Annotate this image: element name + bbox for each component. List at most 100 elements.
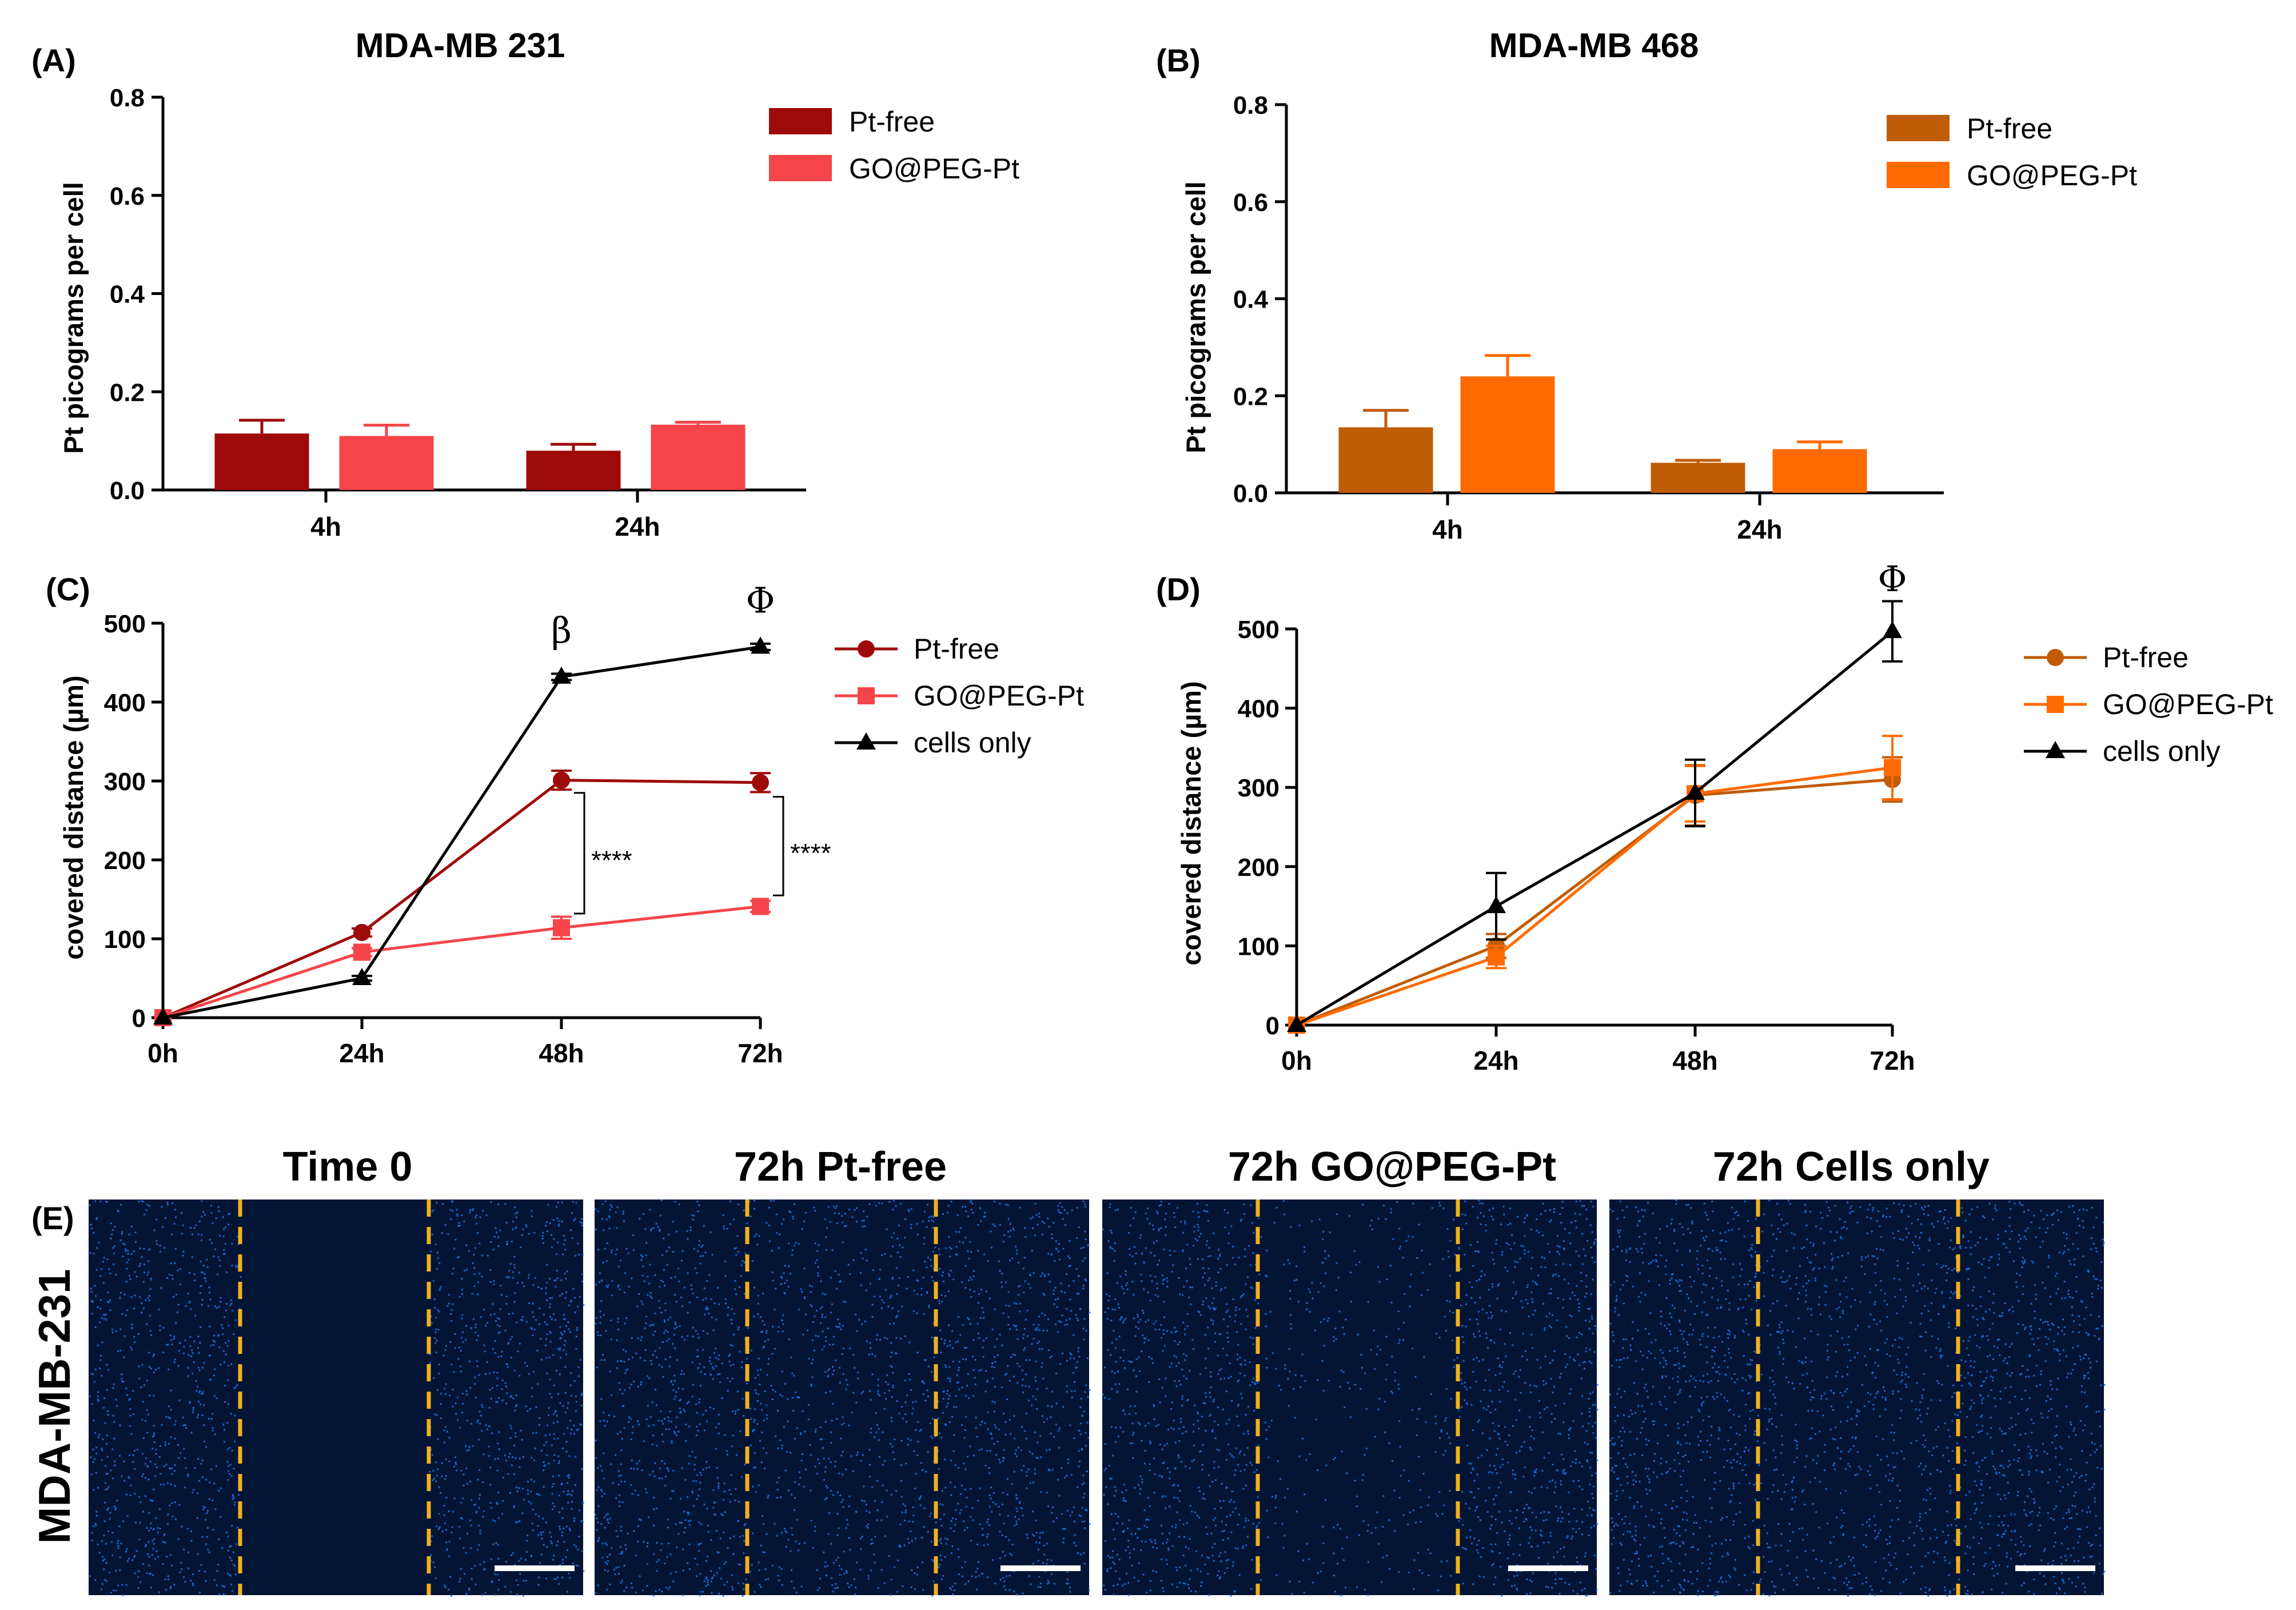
- micrograph-background: [1102, 1199, 1597, 1595]
- y-tick-label: 0.4: [1233, 286, 1269, 314]
- bar-pt-free-4h: [1338, 427, 1433, 493]
- x-tick-label: 0h: [148, 1038, 178, 1068]
- y-tick-label: 0: [1266, 1012, 1279, 1040]
- y-tick-label: 0.8: [1233, 91, 1268, 119]
- micrograph-background: [595, 1199, 1089, 1595]
- x-tick-label: 48h: [539, 1038, 584, 1068]
- y-tick-label: 500: [1238, 616, 1279, 644]
- y-tick-label: 0: [132, 1005, 146, 1033]
- x-tick-label: 4h: [1432, 515, 1463, 544]
- legend-swatch-go-peg-pt: [1887, 162, 1950, 188]
- point-pt-free-24h: [353, 923, 370, 941]
- y-tick-label: 100: [1238, 932, 1279, 961]
- panel-a-bar-chart: (A) MDA-MB 231 Pt picograms per cell 0.0…: [31, 26, 1019, 541]
- point-cells-only-24h: [352, 968, 372, 985]
- x-tick-label: 24h: [615, 512, 660, 541]
- image-title-72h-go-peg-pt: 72h GO@PEG-Pt: [1228, 1144, 1556, 1190]
- legend-label-cells-only: cells only: [914, 727, 1031, 759]
- legend-marker-go-peg-pt: [858, 687, 875, 704]
- micrograph-72h-cells-only: [1609, 1199, 2106, 1597]
- panel-b-plot-area: 0.0 0.2 0.4 0.6 0.8 4h 24h Pt-free GO@PEG-Pt: [1233, 91, 2137, 544]
- series-line-go-peg-pt: [162, 904, 761, 1019]
- series-line-cells-only: [1296, 630, 1894, 1027]
- y-tick-label: 0.0: [1233, 480, 1268, 508]
- panel-c-line-chart: (C) covered distance (µm) 0 100 200 300 400 5…: [46, 571, 1084, 1068]
- legend-label-pt-free: Pt-free: [914, 633, 999, 665]
- scale-bar: [1000, 1565, 1081, 1571]
- point-go-peg-pt-72h: [1884, 759, 1901, 776]
- legend-swatch-pt-free: [1887, 115, 1950, 141]
- y-tick-label: 0.0: [110, 477, 145, 505]
- legend-label-go-peg-pt: GO@PEG-Pt: [914, 680, 1084, 712]
- legend-label-go-peg-pt: GO@PEG-Pt: [2103, 688, 2273, 720]
- series-line-pt-free: [162, 779, 761, 1019]
- micrograph-strip: [89, 1199, 2106, 1597]
- legend-marker-go-peg-pt: [2047, 696, 2064, 713]
- micrograph-background: [89, 1199, 583, 1595]
- series-line-go-peg-pt: [1296, 766, 1893, 1027]
- panel-a-label: (A): [31, 42, 76, 78]
- legend-marker-cells-only: [2046, 741, 2065, 758]
- panel-b-title: MDA-MB 468: [1489, 26, 1699, 65]
- annotation-beta: β: [551, 609, 572, 651]
- panel-d-plot-area: 0 100 200 300 400 500 0h 24h 48h 72h Pt-free GO@PEG…: [1238, 558, 2274, 1075]
- y-tick-label: 200: [1238, 854, 1279, 882]
- bar-go-peg-pt-4h: [1460, 376, 1555, 493]
- point-go-peg-pt-72h: [752, 898, 769, 915]
- panel-d-y-axis-label: covered distance (µm): [1176, 681, 1206, 965]
- significance-bracket: [773, 796, 784, 896]
- y-tick-label: 100: [104, 926, 146, 954]
- micrograph-72h-go-peg-pt: [1102, 1199, 1599, 1597]
- panel-a-title: MDA-MB 231: [356, 26, 565, 65]
- y-tick-label: 0.2: [1233, 382, 1268, 411]
- point-cells-only-24h: [1486, 896, 1506, 914]
- y-tick-label: 0.6: [1233, 189, 1268, 217]
- panel-e-label: (E): [31, 1200, 74, 1236]
- y-tick-label: 0.6: [110, 182, 145, 210]
- point-cells-only-48h: [552, 666, 571, 684]
- series-line-pt-free: [1296, 778, 1893, 1027]
- legend-label-cells-only: cells only: [2103, 735, 2221, 767]
- bar-go-peg-pt-24h: [1772, 449, 1867, 493]
- scale-bar: [2015, 1565, 2095, 1571]
- cell-nuclei: [595, 1199, 1091, 1597]
- panel-b-bar-chart: (B) MDA-MB 468 Pt picograms per cell 0.0…: [1156, 26, 2137, 544]
- image-title-time-0: Time 0: [283, 1144, 413, 1190]
- y-tick-label: 0.2: [110, 378, 145, 407]
- image-title-72h-pt-free: 72h Pt-free: [734, 1144, 947, 1190]
- y-tick-label: 0.8: [110, 84, 145, 112]
- panel-c-plot-area: 0 100 200 300 400 500 0h 24h 48h 72h Pt-free GO@PEG…: [104, 579, 1085, 1068]
- panel-b-y-axis-label: Pt picograms per cell: [1181, 181, 1211, 453]
- image-title-72h-cells-only: 72h Cells only: [1713, 1144, 1990, 1190]
- x-tick-label: 24h: [1473, 1046, 1518, 1075]
- point-cells-only-0h: [1287, 1015, 1306, 1032]
- y-tick-label: 200: [104, 847, 146, 875]
- y-tick-label: 400: [1238, 695, 1279, 723]
- point-cells-only-48h: [1685, 782, 1705, 800]
- micrograph-time-0: [89, 1199, 585, 1597]
- bar-go-peg-pt-24h: [651, 424, 746, 490]
- y-tick-label: 0.4: [110, 281, 145, 309]
- legend-swatch-go-peg-pt: [769, 155, 832, 181]
- annotation-phi: Φ: [746, 579, 775, 621]
- x-tick-label: 48h: [1672, 1046, 1717, 1075]
- point-cells-only-72h: [1883, 621, 1902, 639]
- x-tick-label: 72h: [1870, 1046, 1915, 1075]
- annotation-phi: Φ: [1878, 558, 1907, 600]
- x-tick-label: 72h: [738, 1038, 783, 1068]
- point-cells-only-72h: [751, 636, 770, 654]
- legend-label-go-peg-pt: GO@PEG-Pt: [849, 153, 1019, 185]
- panel-b-label: (B): [1156, 42, 1201, 78]
- legend-label-pt-free: Pt-free: [1967, 113, 2052, 145]
- legend-marker-cells-only: [856, 732, 876, 750]
- panel-c-label: (C): [46, 571, 90, 607]
- point-go-peg-pt-24h: [1488, 948, 1505, 966]
- x-tick-label: 24h: [339, 1038, 384, 1068]
- x-tick-label: 0h: [1281, 1046, 1312, 1075]
- legend-marker-pt-free: [2047, 649, 2064, 666]
- micrograph-72h-pt-free: [595, 1199, 1091, 1597]
- point-pt-free-48h: [553, 771, 570, 789]
- point-go-peg-pt-24h: [353, 943, 370, 961]
- legend-marker-pt-free: [858, 640, 875, 657]
